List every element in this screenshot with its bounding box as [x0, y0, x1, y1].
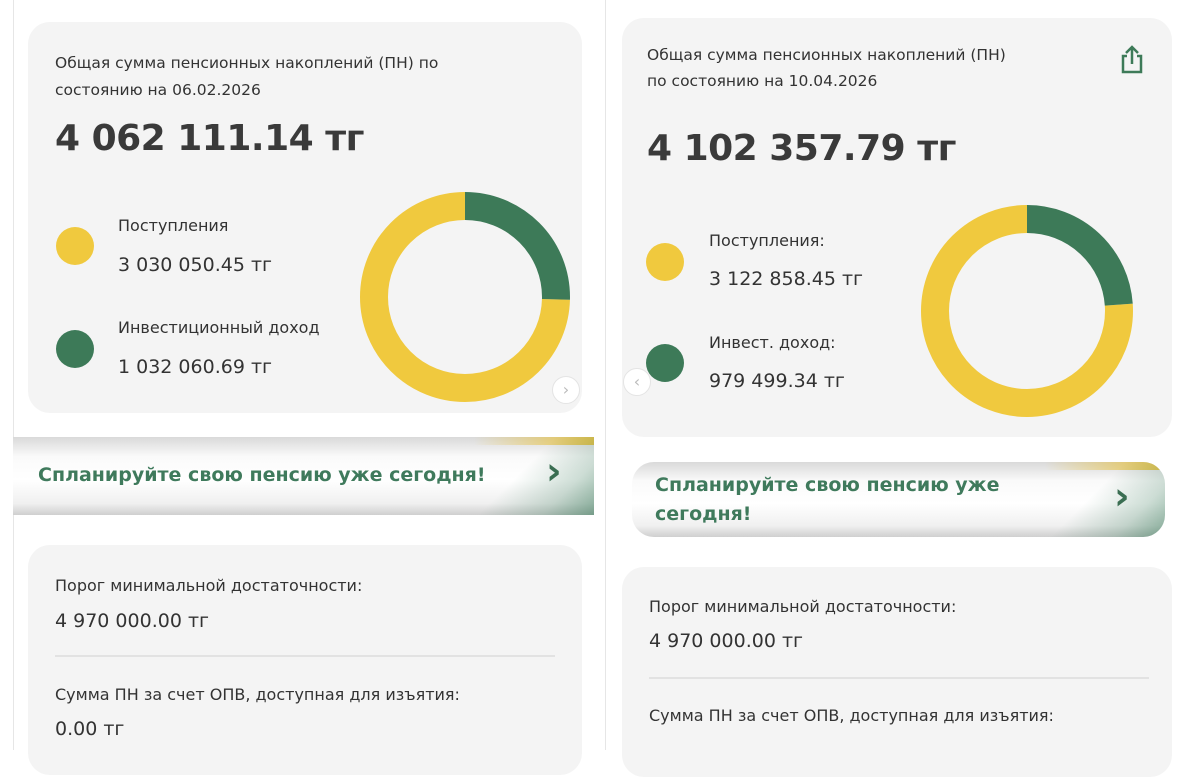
left-investment-value: 1 032 060.69 тг [118, 356, 273, 378]
left-summary-title: Общая сумма пенсионных накоплений (ПН) п… [55, 54, 439, 72]
threshold-value: 4 970 000.00 тг [55, 610, 210, 632]
chevron-right-icon: › [546, 449, 562, 493]
right-contributions-value: 3 122 858.45 тг [709, 268, 864, 290]
banner-text: Спланируйте свою пенсию уже сегодня! [38, 464, 486, 486]
prev-slide-button[interactable]: ‹ [623, 368, 651, 396]
right-summary-date: по состоянию на 10.04.2026 [647, 72, 878, 90]
next-slide-button[interactable]: › [552, 376, 580, 404]
right-total-amount: 4 102 357.79 тг [647, 128, 956, 169]
threshold-value: 4 970 000.00 тг [649, 630, 804, 652]
right-details-card [622, 567, 1172, 777]
divider [55, 655, 555, 657]
withdraw-label: Сумма ПН за счет ОПВ, доступная для изъя… [649, 706, 1054, 725]
contributions-legend-dot [56, 227, 94, 265]
divider [649, 677, 1149, 679]
chevron-left-icon: ‹ [633, 372, 641, 391]
chevron-right-icon: › [1114, 474, 1130, 518]
right-investment-label: Инвест. доход: [709, 333, 836, 352]
banner-decoration [985, 462, 1165, 537]
investment-legend-dot [646, 344, 684, 382]
banner-text-line2: сегодня! [655, 503, 752, 525]
left-donut-chart [360, 192, 570, 402]
right-investment-value: 979 499.34 тг [709, 370, 845, 392]
donut-segment-investment-income [360, 192, 570, 402]
left-details-card [28, 545, 582, 775]
right-plan-pension-banner[interactable]: Спланируйте свою пенсию уже сегодня! › [632, 462, 1165, 537]
banner-decoration [414, 437, 594, 515]
left-contributions-value: 3 030 050.45 тг [118, 254, 273, 276]
right-contributions-label: Поступления: [709, 231, 825, 250]
banner-text-line1: Спланируйте свою пенсию уже [655, 474, 1000, 496]
chevron-right-icon: › [562, 380, 570, 399]
left-investment-label: Инвестиционный доход [118, 318, 320, 337]
left-summary-date: состоянию на 06.02.2026 [55, 81, 261, 99]
share-icon[interactable] [1118, 44, 1146, 76]
left-total-amount: 4 062 111.14 тг [55, 118, 364, 159]
withdraw-label: Сумма ПН за счет ОПВ, доступная для изъя… [55, 685, 460, 704]
threshold-label: Порог минимальной достаточности: [55, 576, 363, 595]
panel-divider [605, 0, 606, 750]
donut-segment-investment-income [921, 205, 1133, 417]
contributions-legend-dot [646, 243, 684, 281]
withdraw-value: 0.00 тг [55, 718, 125, 740]
left-panel-border [13, 0, 14, 750]
right-donut-chart [921, 205, 1133, 417]
left-plan-pension-banner[interactable]: Спланируйте свою пенсию уже сегодня! › [13, 437, 594, 515]
threshold-label: Порог минимальной достаточности: [649, 597, 957, 616]
right-summary-title: Общая сумма пенсионных накоплений (ПН) [647, 46, 1006, 64]
left-contributions-label: Поступления [118, 216, 229, 235]
investment-legend-dot [56, 330, 94, 368]
